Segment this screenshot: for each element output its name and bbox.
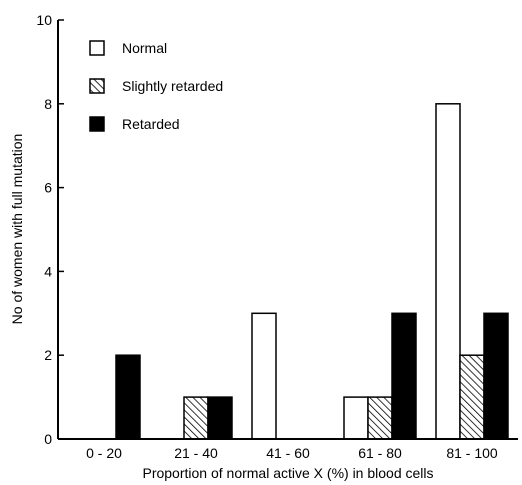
axes: 0 2 4 6 8 10 0 - 20 21 - 40 41 - 60 61 - 80 81 - 1… [36,12,518,461]
legend-swatch [89,116,105,132]
bar-normal [251,312,277,440]
bar-retarded [483,312,509,440]
y-tick-label: 8 [44,96,52,112]
y-axis-label: No of women with full mutation [9,134,25,325]
legend-swatch [89,78,105,94]
y-tick-label: 6 [44,180,52,196]
bar-normal [343,396,369,440]
y-tick-label: 10 [36,12,52,28]
y-tick-label: 2 [44,347,52,363]
bar-normal [435,103,461,440]
legend-label: Normal [122,40,167,56]
x-tick-label: 21 - 40 [174,445,218,461]
x-tick-label: 61 - 80 [358,445,402,461]
legend-swatch [89,40,105,56]
x-tick-label: 0 - 20 [86,445,122,461]
bar-retarded [115,354,141,440]
legend-label: Slightly retarded [122,78,223,94]
x-tick-label: 81 - 100 [446,445,498,461]
x-tick-label: 41 - 60 [266,445,310,461]
y-tick-label: 4 [44,263,52,279]
bars [115,103,509,440]
bar-retarded [207,396,233,440]
x-axis-label: Proportion of normal active X (%) in blo… [142,465,433,481]
bar-slightly-retarded [183,396,209,440]
bar-slightly-retarded [459,354,485,440]
legend: Normal Slightly retarded Retarded [89,40,223,132]
bar-retarded [391,312,417,440]
y-tick-label: 0 [44,431,52,447]
legend-label: Retarded [122,116,180,132]
bar-slightly-retarded [367,396,393,440]
